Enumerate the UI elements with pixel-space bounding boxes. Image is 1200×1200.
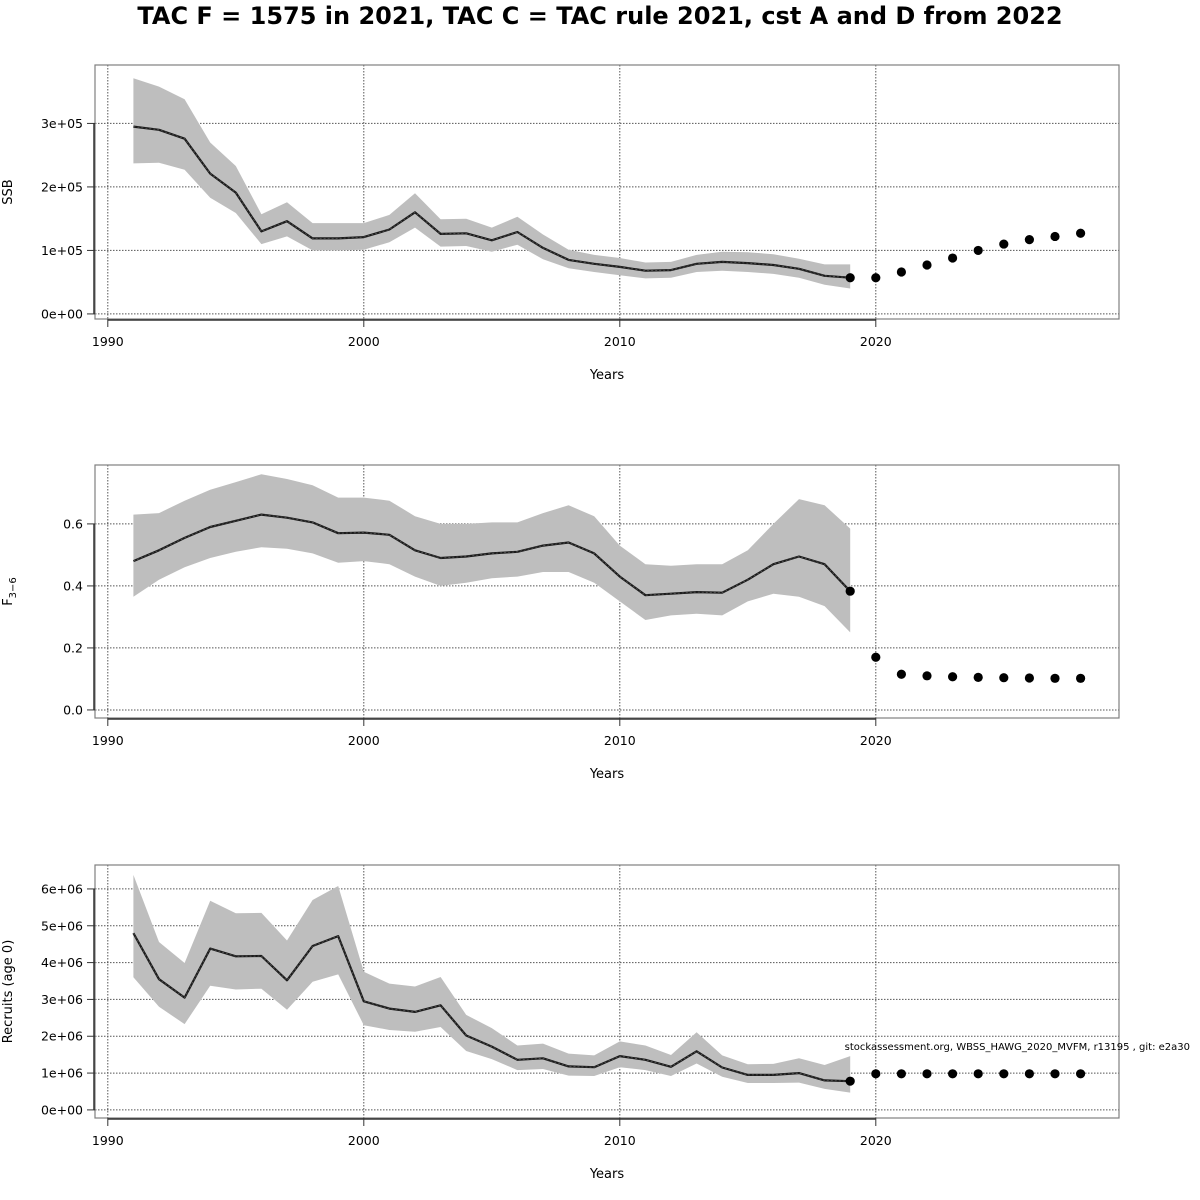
- x-axis-label: Years: [589, 368, 625, 383]
- recruits-panel: 1990 2000 2010 2020 0e+00 1e+06 2e+06 3e+06 4e+0…: [1, 864, 1120, 1182]
- y-axis-label-text: Recruits (age 0): [1, 940, 16, 1044]
- y-tick-label: 4e+06: [41, 955, 83, 970]
- projection-point: [922, 671, 932, 681]
- y-axis-label: SSB: [1, 179, 16, 204]
- projection-point: [1050, 231, 1060, 242]
- y-tick-label: 3e+06: [41, 992, 83, 1007]
- projection-point: [871, 273, 881, 283]
- projection-point: [973, 245, 983, 256]
- projection-point: [896, 1069, 907, 1079]
- plot-frame: [94, 64, 1120, 320]
- projection-point: [845, 273, 855, 283]
- plot-frame: [94, 864, 1120, 1119]
- projection-point: [948, 253, 958, 263]
- projection-point: [999, 239, 1009, 249]
- y-axis-label: F3−6: [1, 577, 19, 606]
- y-tick-label: 3e+05: [41, 116, 83, 131]
- footnote: stockassessment.org, WBSS_HAWG_2020_MVFM…: [845, 1042, 1190, 1053]
- x-tick-label: 2010: [604, 334, 636, 349]
- y-tick-label: 0e+00: [41, 306, 83, 321]
- projection-point: [845, 586, 855, 596]
- y-tick-label: 0.2: [63, 640, 83, 655]
- projection-point: [973, 672, 983, 682]
- estimate-line-dots: [133, 126, 851, 279]
- projection-point: [896, 267, 907, 277]
- x-axis-label: Years: [589, 767, 625, 782]
- y-tick-label: 2e+05: [41, 179, 83, 194]
- projection-point: [1050, 1069, 1060, 1079]
- x-tick-label: 2000: [348, 334, 380, 349]
- y-tick-label: 6e+06: [41, 881, 83, 896]
- y-tick-label: 2e+06: [41, 1029, 83, 1044]
- x-tick-label: 2000: [348, 733, 380, 748]
- y-tick-label: 0.4: [63, 578, 83, 593]
- projection-point: [1024, 235, 1034, 245]
- y-tick-label: 5e+06: [41, 918, 83, 933]
- x-tick-label: 2010: [604, 1133, 636, 1148]
- projection-point: [999, 673, 1009, 683]
- estimate-line-dots: [133, 514, 851, 596]
- x-tick-label: 2020: [860, 1133, 892, 1148]
- y-axis-label-text: SSB: [1, 179, 16, 204]
- projection-point: [1076, 673, 1086, 683]
- projection-point: [922, 1069, 932, 1079]
- plot-frame: [94, 464, 1120, 719]
- projection-point: [922, 260, 932, 270]
- x-axis-label: Years: [589, 1167, 625, 1182]
- estimate-line-dots: [133, 932, 851, 1082]
- ssb-panel: 1990 2000 2010 2020 0e+00 1e+05 2e+05 3e+05 Year…: [1, 64, 1120, 383]
- projection-point: [871, 1069, 881, 1079]
- y-axis-label-text: F: [1, 598, 16, 605]
- x-tick-label: 1990: [92, 1133, 124, 1148]
- x-tick-label: 2010: [604, 733, 636, 748]
- projection-point: [871, 652, 881, 662]
- y-tick-label: 0e+00: [41, 1102, 83, 1117]
- projection-point: [1024, 1069, 1034, 1079]
- y-tick-label: 0.6: [63, 516, 83, 531]
- x-tick-label: 2020: [860, 334, 892, 349]
- projection-point: [845, 1076, 855, 1086]
- projection-point: [948, 1069, 958, 1079]
- y-tick-label: 1e+05: [41, 243, 83, 258]
- figure-title: TAC F = 1575 in 2021, TAC C = TAC rule 2…: [137, 2, 1062, 30]
- projection-point: [948, 672, 958, 682]
- projection-point: [999, 1069, 1009, 1079]
- x-tick-label: 2020: [860, 733, 892, 748]
- fbar-panel: 1990 2000 2010 2020 0.0 0.2 0.4 0.6 Years F3−6: [1, 464, 1120, 782]
- y-axis-label-subscript: 3−6: [8, 577, 19, 598]
- projection-point: [1076, 1069, 1086, 1079]
- y-tick-label: 1e+06: [41, 1066, 83, 1081]
- x-tick-label: 2000: [348, 1133, 380, 1148]
- confidence-band: [133, 874, 851, 1093]
- projection-point: [896, 669, 907, 679]
- projection-point: [973, 1069, 983, 1079]
- projection-point: [1076, 228, 1086, 238]
- x-tick-label: 1990: [92, 334, 124, 349]
- y-axis-label: Recruits (age 0): [1, 940, 16, 1044]
- y-tick-label: 0.0: [63, 702, 83, 717]
- confidence-band: [133, 78, 851, 289]
- projection-point: [1050, 673, 1060, 683]
- projection-point: [1024, 673, 1034, 683]
- x-tick-label: 1990: [92, 733, 124, 748]
